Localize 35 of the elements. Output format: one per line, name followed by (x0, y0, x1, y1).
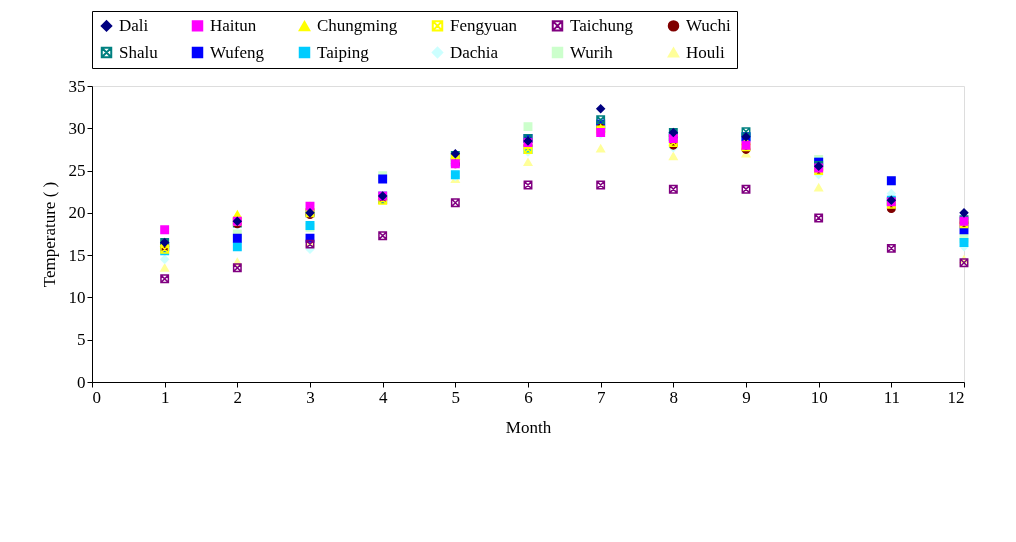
legend-label: Taichung (570, 15, 634, 35)
y-tick-label: 25 (68, 161, 86, 181)
legend-label: Wurih (570, 42, 614, 62)
x-tick-label: 9 (742, 387, 751, 407)
y-tick-label: 35 (68, 76, 86, 96)
x-tick-label: 4 (378, 387, 388, 407)
y-tick-label: 5 (77, 330, 86, 350)
legend-label: Houli (686, 42, 725, 62)
legend-label: Chungming (317, 16, 398, 36)
x-tick-label: 2 (233, 387, 243, 407)
x-tick-label: 10 (810, 387, 828, 407)
legend-label: Haitun (210, 15, 257, 35)
x-tick-label: 7 (596, 387, 606, 407)
legend-label: Wufeng (210, 42, 265, 62)
x-tick-label: 11 (883, 387, 901, 407)
x-axis-title: Month (505, 417, 552, 437)
x-tick-label: 12 (947, 387, 965, 407)
x-tick-label: 5 (451, 387, 461, 407)
legend-label: Shalu (119, 42, 159, 62)
y-tick-label: 15 (68, 245, 86, 265)
x-tick-label: 3 (306, 387, 315, 407)
y-tick-label: 0 (77, 372, 86, 392)
legend-label: Dachia (450, 42, 499, 62)
x-tick-label: 6 (524, 387, 533, 407)
legend-label: Fengyuan (450, 15, 518, 35)
y-tick-label: 10 (68, 287, 86, 307)
legend-label: Wuchi (686, 15, 731, 35)
x-tick-label: 0 (92, 387, 101, 407)
y-axis-title: Temperature ( ) (39, 181, 59, 288)
y-tick-label: 30 (68, 118, 86, 138)
y-tick-label: 20 (68, 203, 86, 223)
legend-label: Dali (119, 15, 149, 35)
legend-label: Taiping (317, 42, 370, 62)
x-tick-label: 8 (669, 387, 679, 407)
x-tick-label: 1 (160, 387, 170, 407)
